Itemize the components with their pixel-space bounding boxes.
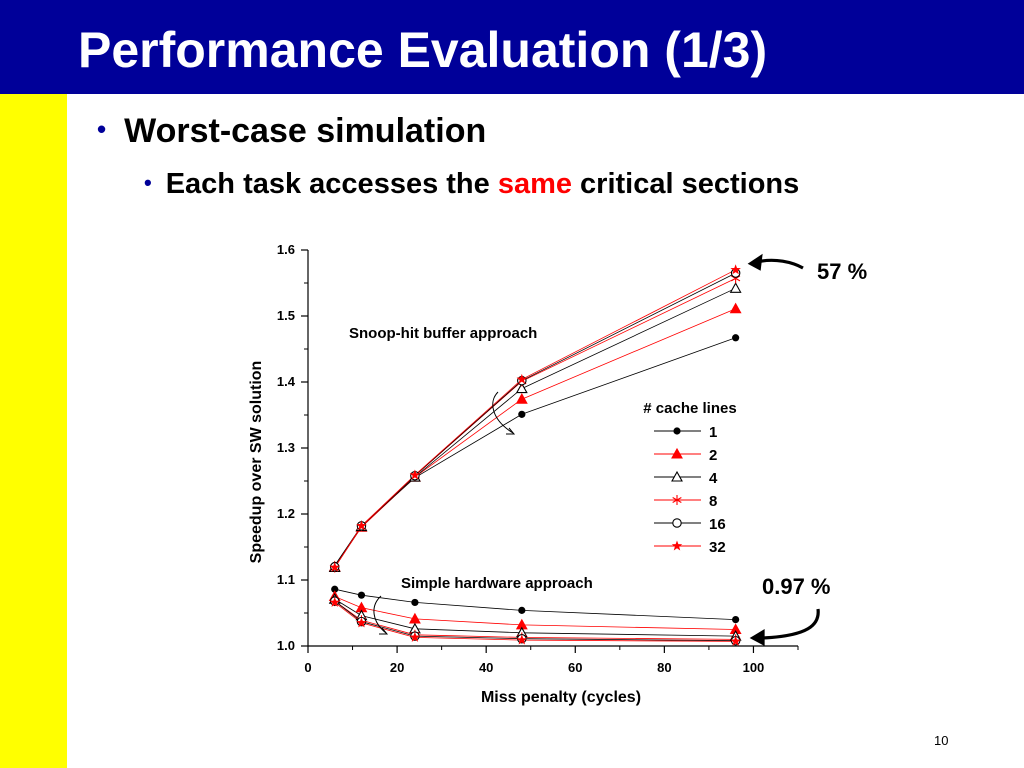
legend-marker-16 xyxy=(672,518,682,528)
data-point-simple-1 xyxy=(411,598,419,607)
trend-arrow-simple xyxy=(373,595,387,634)
arrowhead-icon xyxy=(747,253,763,271)
legend-title: # cache lines xyxy=(643,400,736,417)
legend-marker-8 xyxy=(672,495,682,505)
legend-label-8: 8 xyxy=(709,493,717,510)
data-point-simple-1 xyxy=(331,585,339,593)
data-point-snoop-1 xyxy=(732,334,740,342)
x-tick-label: 20 xyxy=(390,660,404,675)
legend-label-1: 1 xyxy=(709,424,717,441)
data-point-simple-1 xyxy=(518,606,526,614)
data-point-simple-1 xyxy=(732,616,740,624)
data-point-snoop-4 xyxy=(515,382,528,394)
data-point-simple-1 xyxy=(357,591,366,599)
bullet2-highlight: same xyxy=(497,168,572,200)
data-point-simple-32 xyxy=(356,617,367,628)
y-tick-label: 1.6 xyxy=(277,242,295,257)
x-tick-label: 100 xyxy=(743,660,765,675)
page-number: 10 xyxy=(934,733,949,748)
data-point-simple-32 xyxy=(329,596,340,607)
series-line-simple-8 xyxy=(334,600,736,640)
legend-label-32: 32 xyxy=(709,539,726,556)
data-point-snoop-32 xyxy=(516,373,528,384)
data-point-simple-32 xyxy=(516,634,528,645)
legend-marker-1 xyxy=(673,427,681,435)
bullet1-text: Worst-case simulation xyxy=(124,112,487,150)
x-tick-label: 80 xyxy=(657,660,671,675)
annotation-top: 57 % xyxy=(817,259,867,284)
annotation-arrow-bottom xyxy=(761,608,820,640)
bullet-worst-case: • Worst-case simulation xyxy=(97,112,486,151)
y-tick-label: 1.1 xyxy=(277,572,295,587)
bullet-same-sections: • Each task accesses the same critical se… xyxy=(144,168,799,201)
y-tick-label: 1.0 xyxy=(277,638,295,653)
series-line-snoop-2 xyxy=(334,308,736,568)
y-tick-label: 1.5 xyxy=(277,308,295,323)
arrowhead-icon xyxy=(749,629,765,647)
y-tick-label: 1.2 xyxy=(277,506,295,521)
bullet2-text-pre: Each task accesses the xyxy=(165,168,498,200)
data-point-snoop-4 xyxy=(729,282,742,293)
data-point-snoop-32 xyxy=(409,469,421,480)
data-point-snoop-32 xyxy=(329,561,340,572)
data-point-snoop-2 xyxy=(515,393,528,404)
x-tick-label: 40 xyxy=(479,660,493,675)
x-tick-label: 0 xyxy=(304,660,311,675)
data-point-simple-32 xyxy=(730,635,741,646)
legend-marker-2 xyxy=(671,447,683,459)
x-tick-label: 60 xyxy=(568,660,582,675)
data-point-snoop-2 xyxy=(729,302,742,314)
series-line-simple-16 xyxy=(334,600,736,642)
group-label-snoop: Snoop-hit buffer approach xyxy=(349,325,537,342)
data-point-snoop-32 xyxy=(356,520,367,531)
y-tick-label: 1.4 xyxy=(277,374,296,389)
slide-title: Performance Evaluation (1/3) xyxy=(78,22,768,78)
trend-arrowhead-icon xyxy=(506,427,516,435)
group-label-simple: Simple hardware approach xyxy=(401,575,593,592)
trend-arrow-snoop xyxy=(492,391,514,434)
legend-label-4: 4 xyxy=(709,470,718,487)
x-axis-label: Miss penalty (cycles) xyxy=(481,689,641,706)
bullet2-text-post: critical sections xyxy=(572,168,800,200)
legend-marker-32 xyxy=(671,540,683,551)
title-bar: Performance Evaluation (1/3) xyxy=(0,0,1024,94)
sidebar-strip xyxy=(0,94,67,768)
legend-label-16: 16 xyxy=(709,516,726,533)
bullet-dot-icon: • xyxy=(97,114,107,144)
data-point-simple-32 xyxy=(409,631,421,642)
annotation-arrow-top xyxy=(757,258,804,270)
legend-label-2: 2 xyxy=(709,447,717,464)
data-point-snoop-32 xyxy=(730,264,741,275)
bullet-dot-icon: • xyxy=(144,170,152,195)
data-point-snoop-1 xyxy=(518,410,526,418)
y-tick-label: 1.3 xyxy=(277,440,295,455)
trend-arrowhead-icon xyxy=(379,627,389,635)
legend-marker-4 xyxy=(671,470,683,482)
y-axis-label: Speedup over SW solution xyxy=(248,361,265,564)
annotation-bottom: 0.97 % xyxy=(762,574,831,599)
series-line-simple-2 xyxy=(334,596,736,630)
